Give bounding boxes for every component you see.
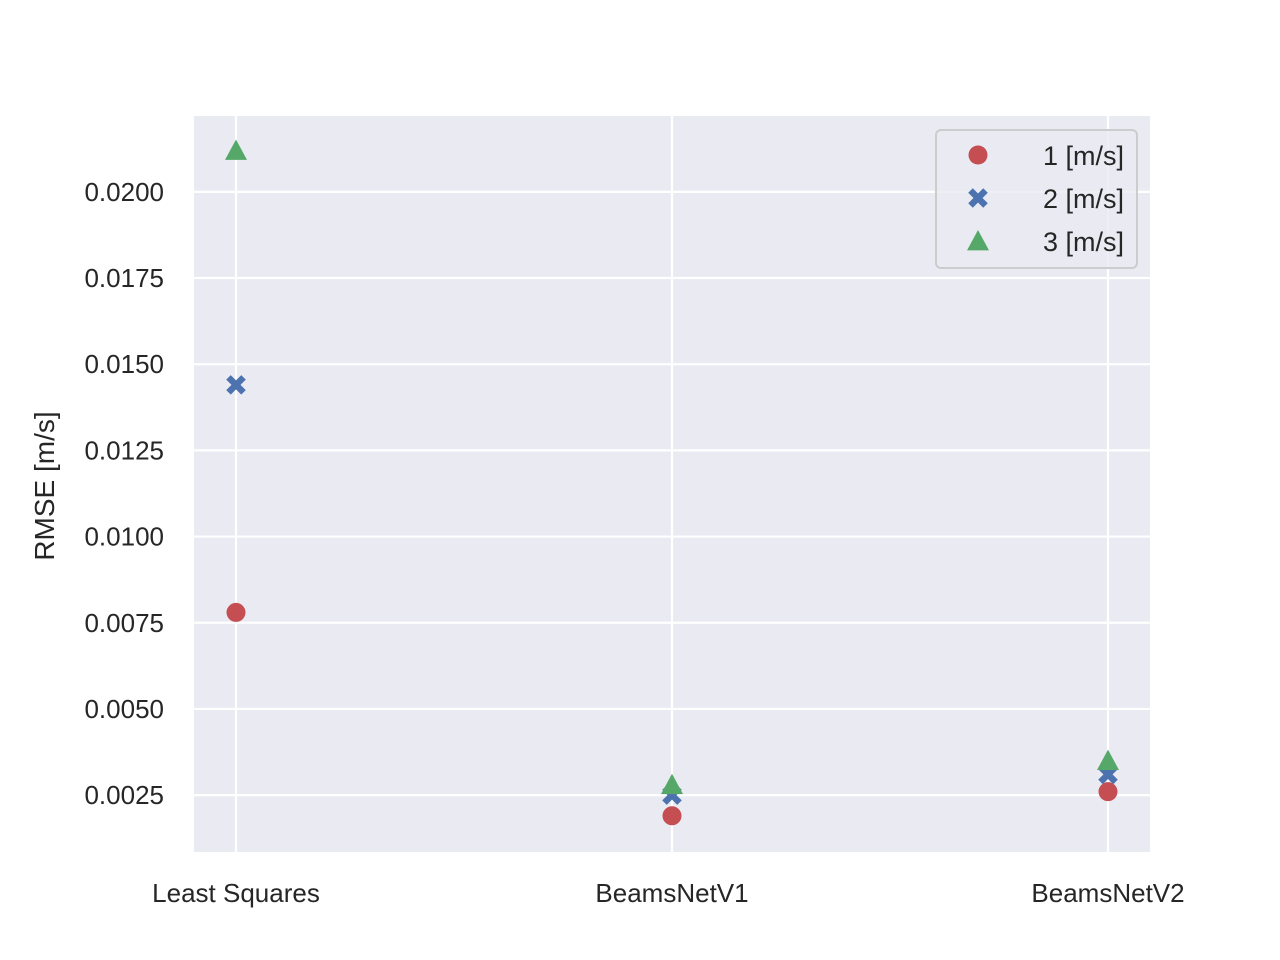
y-tick-label: 0.0125: [84, 435, 164, 465]
y-tick-labels: 0.0025 0.0050 0.0075 0.0100 0.0125 0.0150 0.01…: [84, 177, 164, 810]
x-tick-label: BeamsNetV2: [1031, 878, 1184, 908]
legend-box: [935, 129, 1138, 269]
legend: 1 [m/s] 2 [m/s] 3 [m/s]: [935, 129, 1138, 269]
legend-marker: [967, 230, 989, 251]
data-point-series-3: [1097, 749, 1119, 770]
x-tick-label: BeamsNetV1: [595, 878, 748, 908]
data-point-series-3: [661, 773, 683, 795]
legend-marker: [968, 145, 988, 165]
y-tick-label: 0.0150: [84, 349, 164, 379]
legend-marker: [968, 188, 988, 208]
data-point-series-3: [225, 139, 247, 160]
data-point-series-1: [1098, 782, 1118, 802]
y-tick-label: 0.0175: [84, 263, 164, 293]
data-point-series-2: [226, 375, 246, 395]
y-tick-label: 0.0200: [84, 177, 164, 207]
data-points: [225, 139, 1119, 826]
legend-label: 3 [m/s]: [1043, 227, 1124, 257]
grid-lines: [194, 116, 1150, 852]
y-tick-label: 0.0050: [84, 694, 164, 724]
data-point-series-1: [226, 602, 246, 622]
y-tick-label: 0.0025: [84, 780, 164, 810]
legend-label: 1 [m/s]: [1043, 141, 1124, 171]
data-point-series-1: [662, 806, 682, 826]
y-axis-label: RMSE [m/s]: [29, 411, 60, 560]
x-tick-labels: Least Squares BeamsNetV1 BeamsNetV2: [152, 878, 1184, 908]
y-tick-label: 0.0075: [84, 608, 164, 638]
legend-label: 2 [m/s]: [1043, 184, 1124, 214]
y-tick-label: 0.0100: [84, 522, 164, 552]
x-tick-label: Least Squares: [152, 878, 320, 908]
